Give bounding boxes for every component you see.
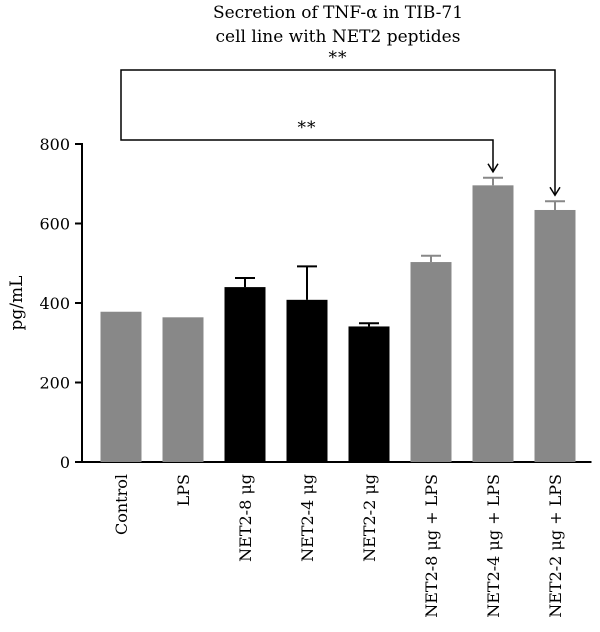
- y-tick-label: 600: [39, 215, 70, 234]
- x-tick-label: NET2-8 μg: [236, 474, 255, 562]
- x-tick-label: NET2-4 μg: [298, 474, 317, 562]
- bars: [100, 176, 576, 462]
- significance-brackets: ** **: [120, 48, 561, 197]
- chart-title: Secretion of TNF-α in TIB-71 cell line wi…: [213, 3, 463, 47]
- bar: [472, 185, 514, 462]
- significance-bracket: [120, 118, 494, 172]
- significance-label: **: [298, 118, 317, 138]
- x-tick-label: NET2-8 μg + LPS: [422, 474, 441, 618]
- x-tick-label: Control: [112, 474, 131, 535]
- y-tick-label: 800: [39, 135, 70, 154]
- bar: [410, 262, 452, 462]
- chart-title-line-2: cell line with NET2 peptides: [216, 27, 461, 47]
- y-tick-label: 400: [39, 294, 70, 313]
- significance-arrowhead: [487, 163, 499, 174]
- bar: [534, 209, 576, 462]
- x-tick-label: LPS: [174, 474, 193, 506]
- chart-title-line-1: Secretion of TNF-α in TIB-71: [213, 3, 463, 23]
- significance-arrowhead: [549, 186, 561, 197]
- significance-label: **: [329, 48, 348, 68]
- x-axis-labels: Control LPS NET2-8 μg NET2-4 μg NET2-2 μg NET…: [112, 474, 565, 618]
- x-tick-label: NET2-2 μg + LPS: [546, 474, 565, 618]
- bar: [224, 287, 266, 462]
- bar: [100, 311, 142, 462]
- y-axis-title: pg/mL: [7, 276, 27, 331]
- x-tick-label: NET2-4 μg + LPS: [484, 474, 503, 618]
- y-tick-label: 200: [39, 374, 70, 393]
- bar: [162, 317, 204, 462]
- bar: [348, 326, 390, 462]
- x-tick-label: NET2-2 μg: [360, 474, 379, 562]
- bar: [286, 299, 328, 462]
- significance-bracket: [120, 69, 556, 196]
- y-tick-label: 0: [60, 453, 70, 472]
